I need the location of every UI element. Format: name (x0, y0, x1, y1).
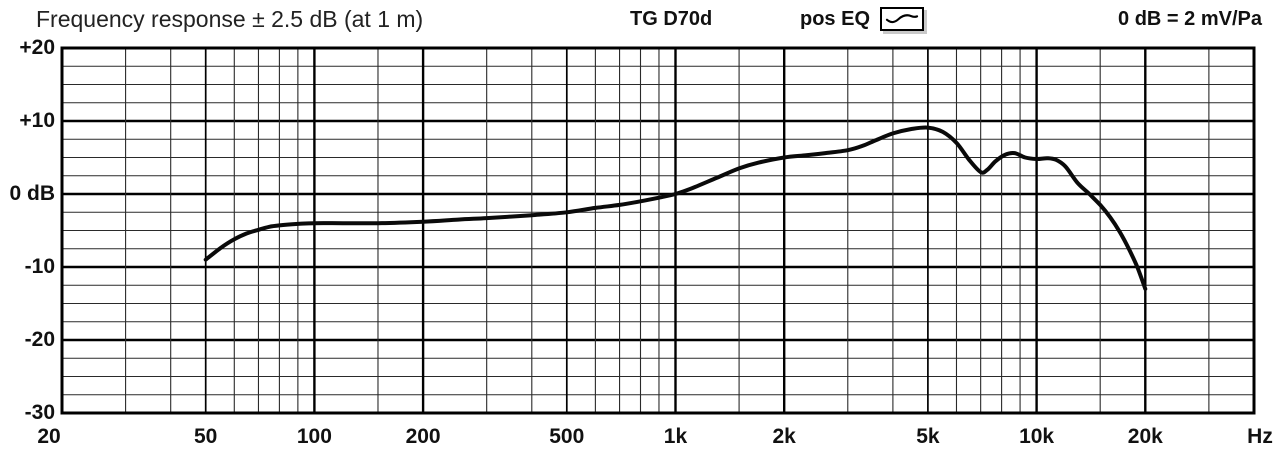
x-axis-tick-label: 200 (405, 425, 441, 448)
sensitivity-label: 0 dB = 2 mV/Pa (1118, 8, 1262, 30)
y-axis-tick-label: -10 (24, 255, 55, 278)
x-axis-tick-label: 50 (194, 425, 218, 448)
response-curve (203, 125, 1148, 291)
x-axis-tick-label: 1k (663, 425, 688, 448)
model-label: TG D70d (630, 8, 713, 30)
x-axis-tick-label: 2k (772, 425, 796, 448)
x-axis-tick-label: 20k (1127, 425, 1163, 448)
y-axis-tick-label: +10 (19, 109, 55, 132)
x-axis-tick-label: 10k (1019, 425, 1055, 448)
x-axis-tick-label: 5k (916, 425, 940, 448)
eq-curve-icon (880, 7, 925, 31)
pos-eq-label: pos EQ (800, 8, 871, 30)
plot-frame (60, 46, 1256, 415)
y-axis-tick-label: 0 dB (9, 182, 55, 205)
y-axis-tick-label: -30 (24, 401, 55, 424)
y-axis-tick-label: -20 (24, 328, 55, 351)
x-axis-unit-label: Hz (1247, 425, 1273, 448)
x-axis-tick-label: 100 (296, 425, 332, 448)
chart-title: Frequency response ± 2.5 dB (at 1 m) (36, 6, 424, 32)
x-axis-tick-label: 20 (37, 425, 61, 448)
y-axis-tick-label: +20 (19, 36, 55, 59)
x-axis-tick-label: 500 (549, 425, 585, 448)
eq-curve-icon-glyph (885, 14, 919, 24)
pos-eq-group: pos EQ (800, 6, 925, 32)
